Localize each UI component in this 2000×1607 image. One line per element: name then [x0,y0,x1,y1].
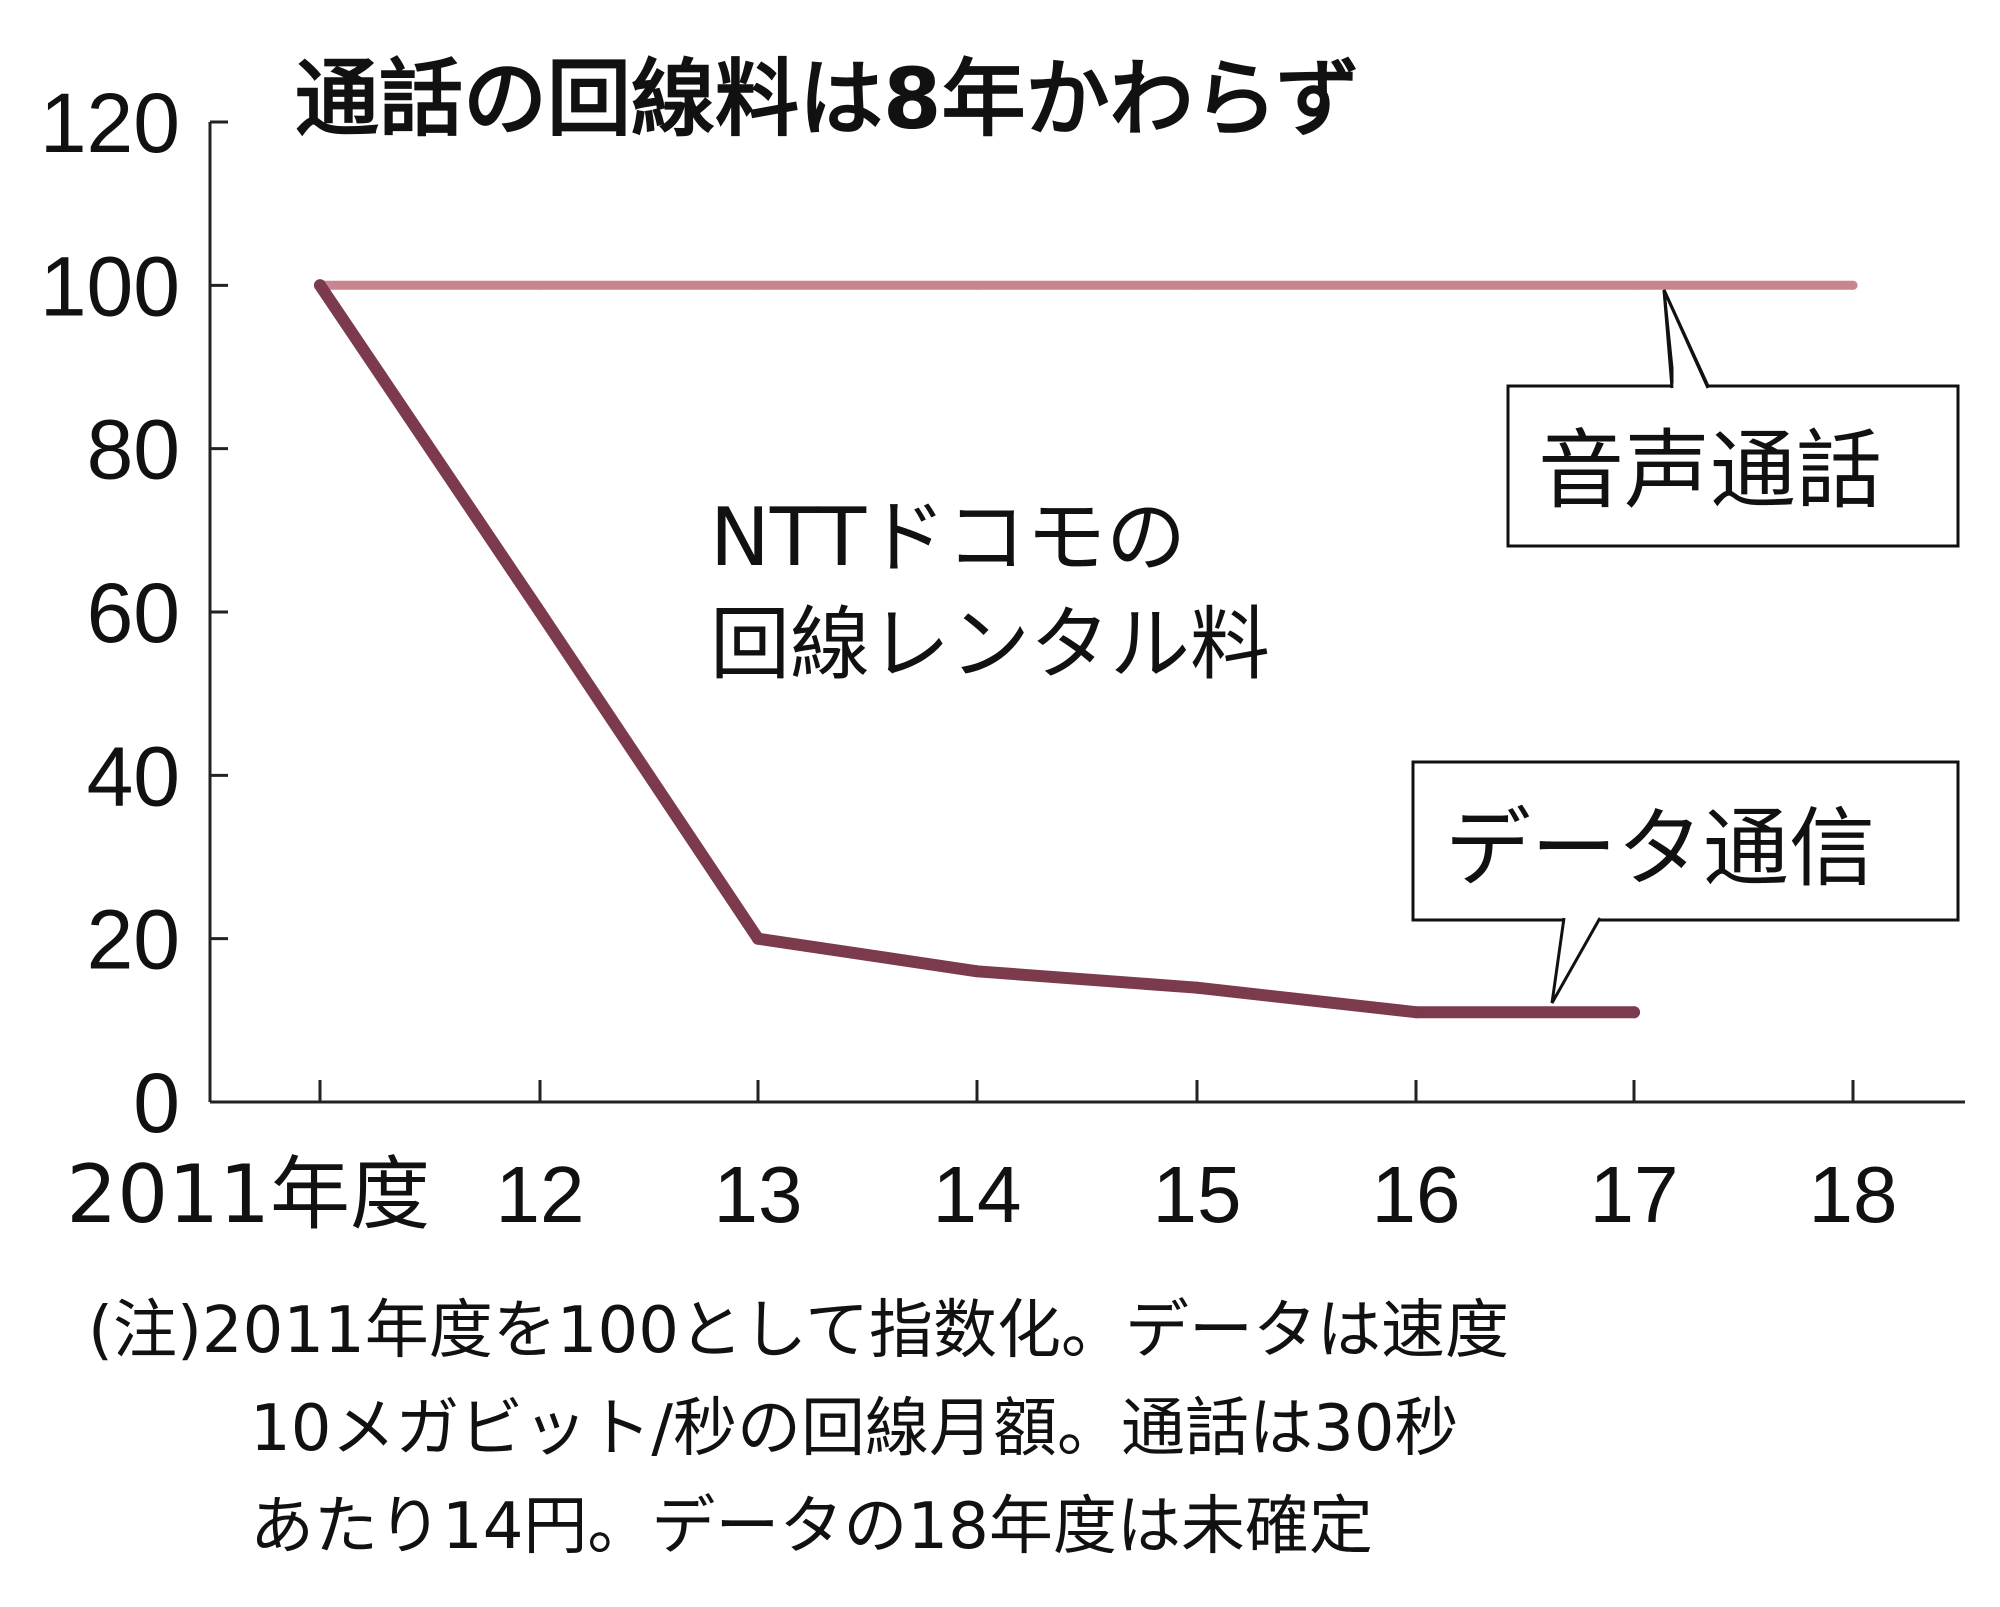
y-tick-label: 120 [40,76,180,170]
chart-title: 通話の回線料は8年かわらず [295,50,1360,148]
data-point [1192,280,1202,290]
y-tick-label: 80 [87,403,180,497]
data-point [535,280,545,290]
data-point [1191,981,1203,994]
data-point [752,932,764,945]
y-tick-label: 0 [133,1056,180,1150]
x-axis: 2011年度 12 13 14 15 16 17 18 [66,1080,1965,1241]
y-axis: 0 20 40 60 80 100 120 [40,76,228,1150]
data-point [753,280,763,290]
series-label-data: データ通信 [1445,799,1875,899]
y-tick-label: 60 [87,566,180,660]
y-tick-label: 20 [87,893,180,987]
y-tick-label: 100 [40,239,180,333]
x-tick-label: 15 [1153,1150,1242,1239]
data-point [971,965,983,978]
x-tick-label: 14 [933,1150,1022,1239]
note-line-2: 10メガビット/秒の回線月額。通話は30秒 [250,1392,1458,1466]
data-point [1410,1006,1422,1019]
series-label-voice: 音声通話 [1538,421,1882,521]
note-line-3: あたり14円。データの18年度は未確定 [250,1490,1373,1564]
data-point [314,279,326,292]
data-point [972,280,982,290]
legend-voice: 音声通話 [1506,289,1960,548]
y-tick-label: 40 [87,729,180,823]
x-tick-label: 18 [1809,1150,1898,1239]
legend-data: データ通信 [1411,760,1960,1004]
callout-pointer-data [1550,917,1602,1004]
data-point [1411,280,1421,290]
x-tick-label: 17 [1590,1150,1679,1239]
data-point [1629,280,1639,290]
callout-box-voice [1506,384,1960,548]
annotation-line-1: NTTドコモの [710,491,1186,584]
note-line-1: (注)2011年度を100として指数化。データは速度 [88,1294,1509,1368]
x-tick-label: 12 [496,1150,585,1239]
data-point [534,606,546,618]
annotation-line-2: 回線レンタル料 [710,598,1270,691]
data-point [1848,280,1858,290]
x-tick-label: 2011年度 [66,1148,430,1241]
series-layer [314,279,1858,1019]
data-point [1628,1006,1640,1019]
callout-box-data [1411,760,1960,922]
x-tick-label: 16 [1372,1150,1461,1239]
x-tick-label: 13 [714,1150,803,1239]
